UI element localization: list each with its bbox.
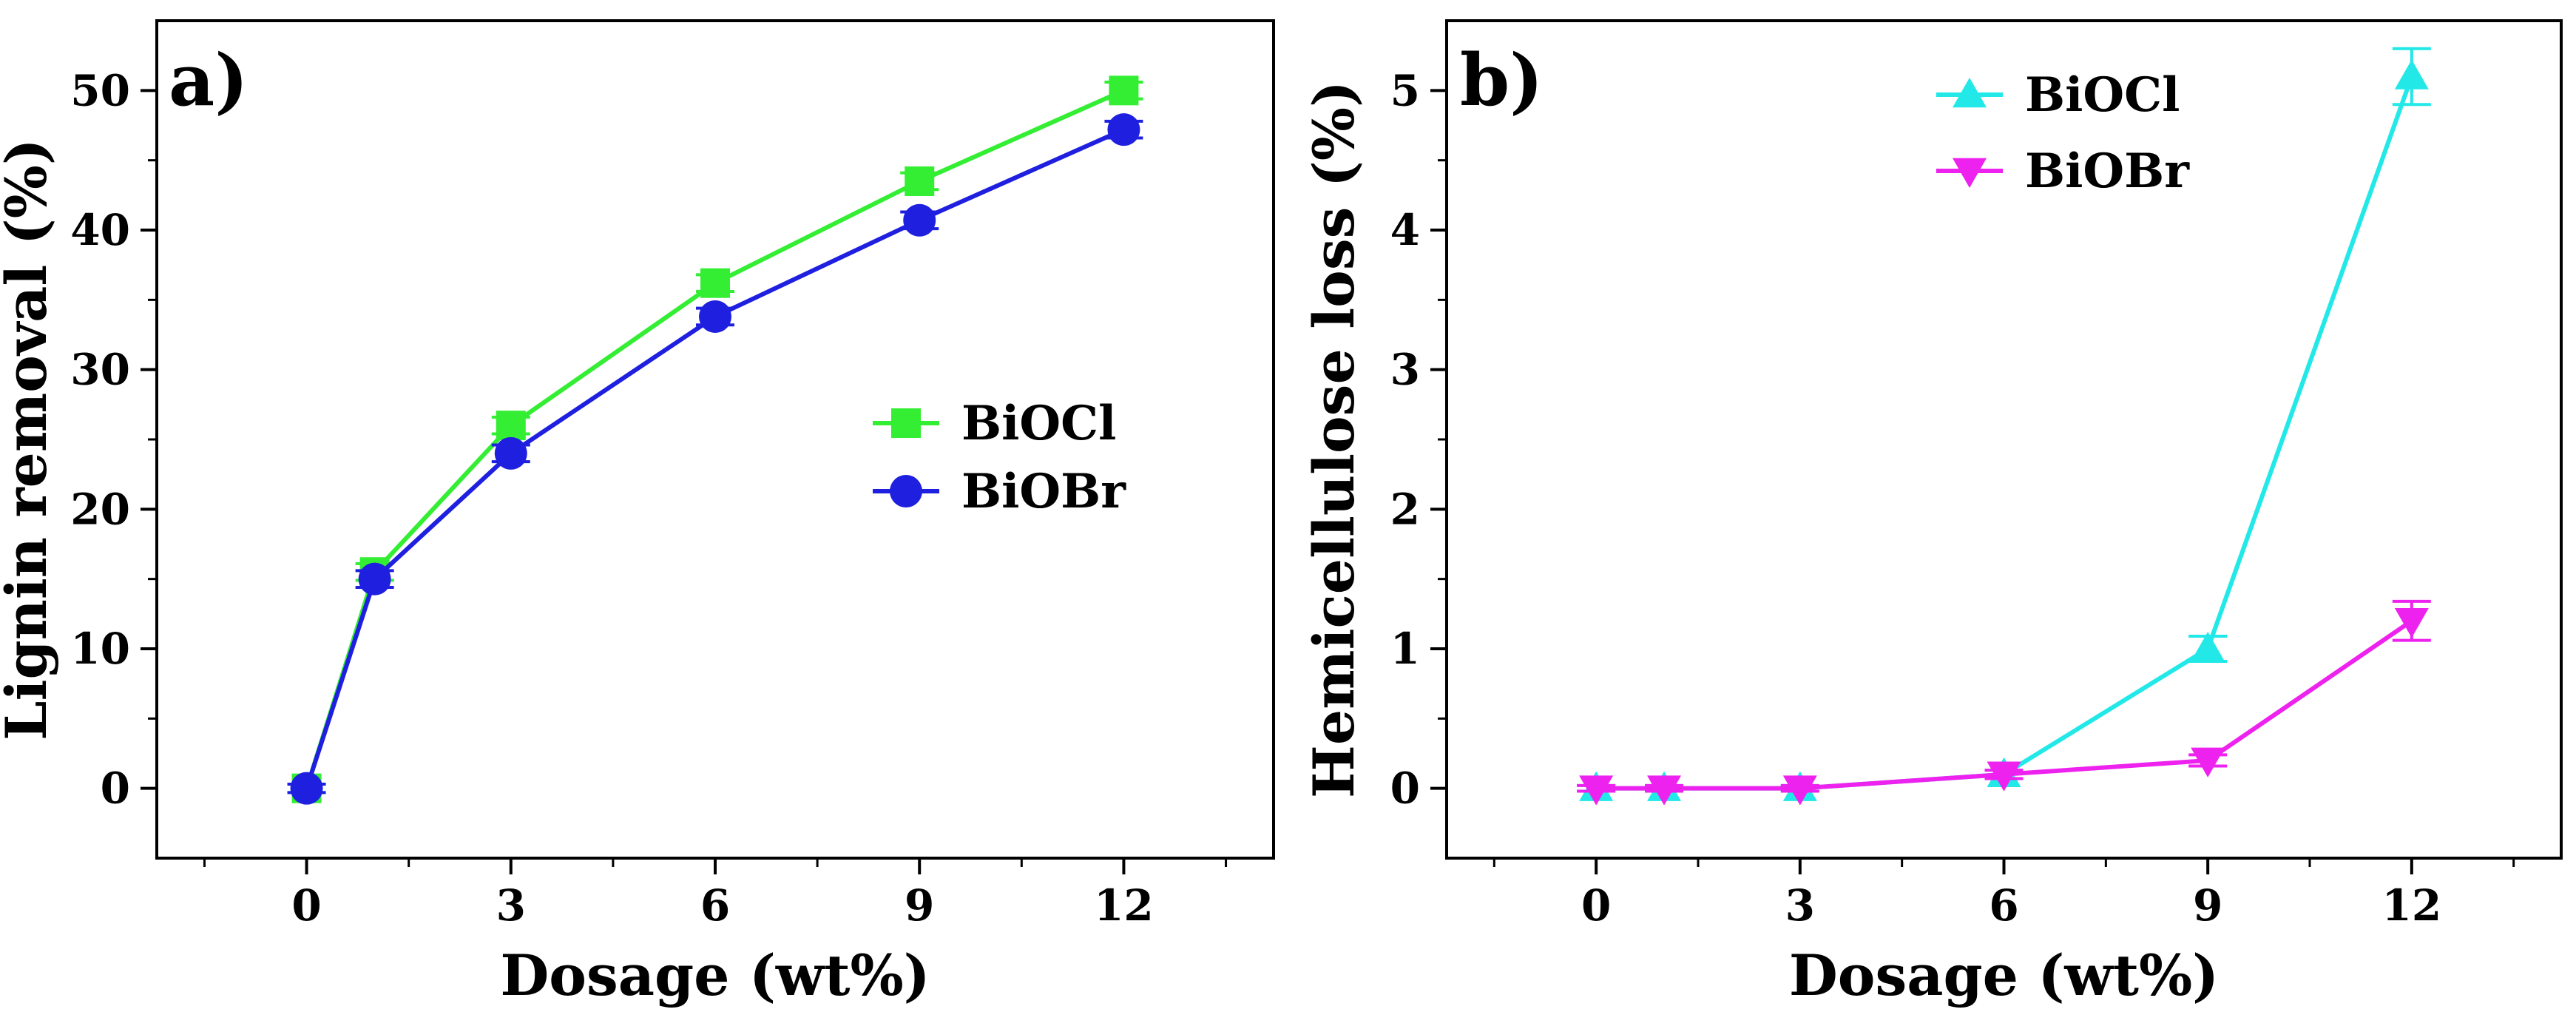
x-tick-label: 9 (905, 880, 934, 931)
data-point (903, 203, 936, 237)
data-point (1107, 113, 1140, 146)
x-tick-label: 0 (1581, 880, 1611, 931)
data-point (2394, 59, 2429, 90)
y-axis-title: Hemicellulose loss (%) (1301, 81, 1367, 798)
x-tick-label: 6 (1989, 880, 2018, 931)
series-line (304, 127, 1125, 789)
series-biobr (287, 113, 1143, 805)
x-tick-label: 3 (1785, 880, 1815, 931)
data-point (2394, 608, 2429, 638)
panel-label: a) (169, 38, 249, 122)
legend-label: BiOCl (2025, 67, 2180, 123)
data-point (358, 562, 391, 596)
y-tick-label: 0 (1390, 763, 1420, 814)
legend: BiOCl BiOBr (1936, 67, 2190, 199)
x-tick-label: 12 (1094, 880, 1154, 931)
legend-label: BiOBr (961, 464, 1126, 519)
data-point (1647, 775, 1682, 806)
series-line (1596, 618, 2413, 791)
legend-marker (1953, 158, 1987, 188)
series-biobr (1577, 599, 2431, 806)
x-axis-title: Dosage (wt%) (500, 942, 930, 1008)
data-point (1109, 75, 1139, 106)
x-tick-label: 12 (2381, 880, 2441, 931)
y-tick-label: 30 (70, 345, 130, 395)
y-tick-label: 2 (1390, 484, 1420, 534)
y-axis-title: Lignin removal (%) (0, 138, 59, 741)
data-point (2191, 632, 2225, 662)
legend-label: BiOBr (2025, 144, 2190, 199)
series-biocl (1577, 47, 2431, 801)
data-point (700, 268, 730, 298)
y-tick-label: 40 (70, 205, 130, 255)
y-tick-label: 5 (1390, 65, 1420, 115)
y-tick-label: 10 (70, 624, 130, 674)
panel-label: b) (1460, 38, 1544, 122)
data-point (496, 411, 526, 441)
legend-marker (891, 408, 921, 438)
legend-marker (1953, 78, 1987, 108)
x-tick-label: 0 (291, 880, 321, 931)
legend-label: BiOCl (961, 396, 1116, 451)
plot-frame (1445, 19, 2563, 860)
data-point (1782, 775, 1817, 806)
y-tick-label: 0 (101, 763, 130, 814)
x-tick-label: 6 (700, 880, 730, 931)
data-point (494, 436, 527, 470)
y-tick-label: 3 (1390, 345, 1420, 395)
legend: BiOCl BiOBr (873, 396, 1126, 519)
x-tick-label: 9 (2193, 880, 2222, 931)
y-tick-label: 1 (1390, 624, 1420, 674)
x-tick-label: 3 (496, 880, 526, 931)
data-point (699, 300, 731, 333)
x-axis-title: Dosage (wt%) (1789, 942, 2219, 1008)
y-tick-label: 20 (70, 484, 130, 534)
chart-lignin-removal: 0 3 6 9 12 0 10 20 30 40 50 Dosage (wt%) Lignin remo… (0, 19, 1275, 1008)
y-tick-label: 4 (1390, 205, 1420, 255)
data-point (290, 772, 323, 805)
data-point (2191, 747, 2225, 777)
data-point (1987, 761, 2021, 792)
y-tick-label: 50 (70, 65, 130, 115)
series-line (1596, 75, 2414, 791)
data-point (1579, 775, 1614, 806)
legend-marker (890, 475, 922, 507)
data-point (905, 166, 935, 196)
